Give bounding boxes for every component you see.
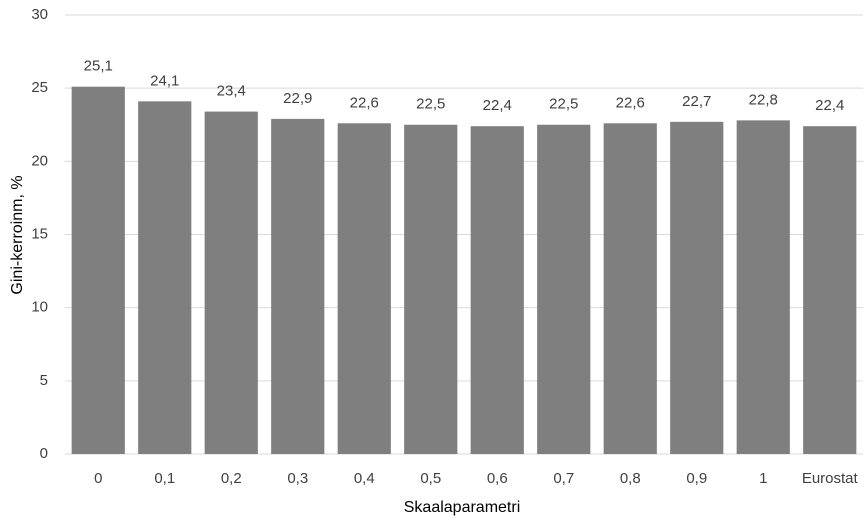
value-label: 22,7	[682, 93, 711, 110]
y-tick-label: 30	[31, 6, 48, 23]
value-label: 22,4	[483, 97, 512, 114]
x-tick-label: 0,2	[221, 470, 242, 487]
bar	[803, 126, 857, 455]
x-tick-label: 0,6	[487, 470, 508, 487]
x-tick-label: 0	[94, 470, 102, 487]
x-tick-label: 0,5	[420, 470, 441, 487]
value-label: 22,5	[549, 96, 578, 113]
y-tick-label: 10	[31, 299, 48, 316]
x-axis-title: Skaalaparametri	[404, 499, 521, 516]
y-tick-label: 20	[31, 152, 48, 169]
bar	[204, 111, 258, 454]
value-label: 22,6	[616, 94, 645, 111]
x-tick-label: 0,1	[154, 470, 175, 487]
y-tick-label: 15	[31, 225, 48, 242]
value-label: 23,4	[217, 83, 246, 100]
y-tick-label: 25	[31, 79, 48, 96]
value-label: 22,5	[416, 96, 445, 113]
bar	[138, 101, 192, 454]
x-tick-label: 1	[759, 470, 767, 487]
y-tick-label: 5	[40, 372, 48, 389]
y-tick-label: 0	[40, 445, 48, 462]
bar	[404, 124, 458, 454]
bar	[337, 123, 391, 454]
x-tick-label: Eurostat	[802, 470, 859, 487]
bar	[71, 86, 125, 454]
y-axis-title: Gini-kerroinm, %	[9, 175, 26, 294]
bar	[537, 124, 591, 454]
value-label: 22,6	[350, 94, 379, 111]
x-tick-label: 0,8	[620, 470, 641, 487]
x-tick-label: 0,9	[686, 470, 707, 487]
x-tick-label: 0,4	[354, 470, 375, 487]
value-label: 24,1	[150, 72, 179, 89]
bar	[736, 120, 790, 455]
x-tick-label: 0,3	[287, 470, 308, 487]
bar	[603, 123, 657, 454]
x-tick-label: 0,7	[553, 470, 574, 487]
bar	[670, 121, 724, 454]
value-label: 25,1	[84, 58, 113, 75]
value-label: 22,4	[815, 97, 844, 114]
bar	[271, 118, 325, 454]
value-label: 22,8	[749, 91, 778, 108]
bar	[470, 126, 524, 455]
value-label: 22,9	[283, 90, 312, 107]
